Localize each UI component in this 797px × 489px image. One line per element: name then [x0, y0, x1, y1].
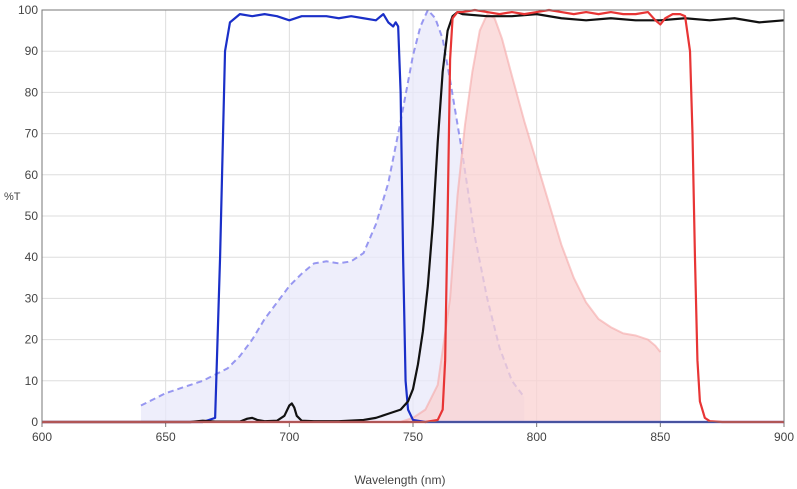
y-tick-label: 10 — [25, 374, 39, 388]
series-line-2 — [42, 13, 784, 424]
x-tick-label: 600 — [32, 430, 52, 444]
y-tick-label: 0 — [31, 415, 38, 429]
y-tick-label: 20 — [25, 333, 39, 347]
y-axis-label: %T — [4, 191, 21, 203]
x-tick-label: 800 — [527, 430, 547, 444]
y-tick-label: 70 — [25, 127, 39, 141]
y-tick-label: 60 — [25, 168, 39, 182]
y-tick-label: 80 — [25, 85, 39, 99]
series-area-0 — [140, 10, 525, 422]
series-line-3 — [42, 10, 785, 424]
x-tick-label: 900 — [774, 430, 794, 444]
x-tick-label: 750 — [403, 430, 423, 444]
series-line-1 — [400, 12, 662, 423]
y-tick-label: 40 — [25, 250, 39, 264]
plot-frame — [41, 9, 785, 423]
y-tick-label: 30 — [25, 291, 39, 305]
x-tick-label: 850 — [650, 430, 670, 444]
x-axis-label: Wavelength (nm) — [355, 473, 446, 487]
x-tick-label: 700 — [279, 430, 299, 444]
series-line-4 — [42, 8, 784, 424]
y-tick-label: 100 — [18, 3, 38, 17]
series-area-1 — [400, 14, 661, 423]
y-tick-label: 90 — [25, 44, 39, 58]
series-group — [42, 8, 785, 424]
series-line-0 — [140, 8, 526, 407]
x-tick-label: 650 — [156, 430, 176, 444]
y-tick-label: 50 — [25, 209, 39, 223]
tick-labels: 600 650 700 750 800 850 900 0 10 20 30 40 50 60 70 80 90… — [18, 3, 794, 444]
plot-border — [41, 9, 785, 423]
